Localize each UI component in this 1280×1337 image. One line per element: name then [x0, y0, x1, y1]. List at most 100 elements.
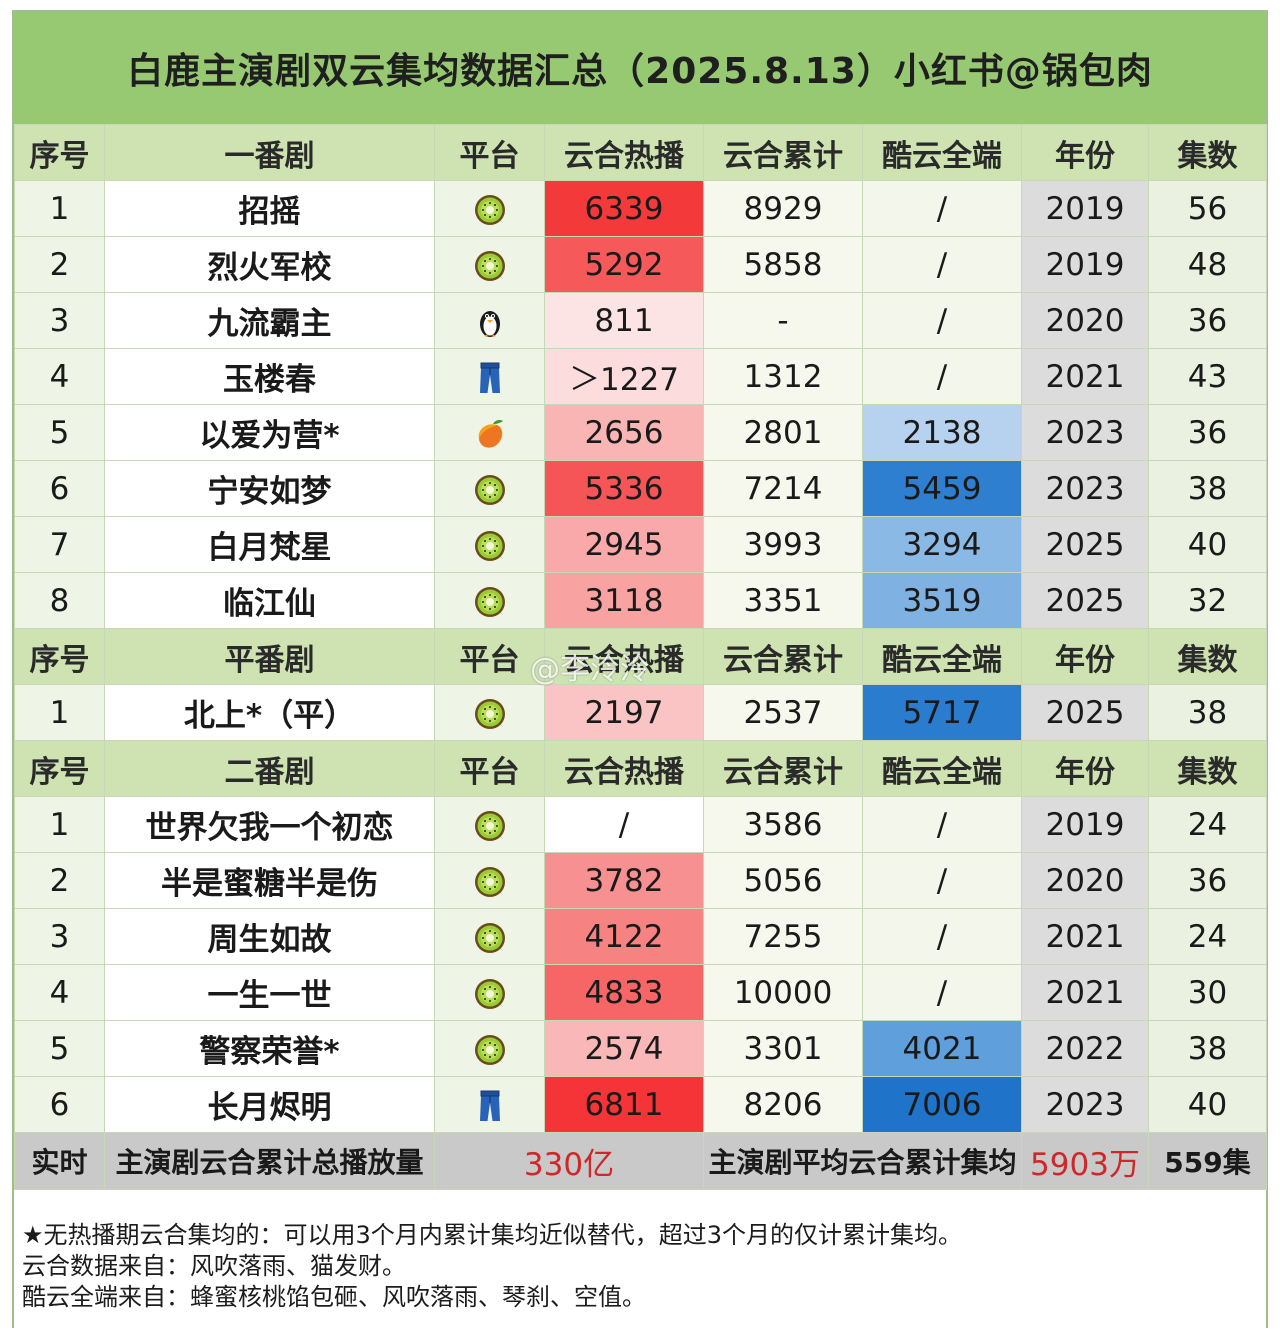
kiwi-icon: [473, 921, 507, 955]
drama-title: 以爱为营*: [104, 404, 435, 461]
drama-title: 周生如故: [104, 908, 435, 965]
header-yunhe-hot: 云合热播: [544, 628, 704, 685]
yunhe-hot-value: 811: [544, 292, 704, 349]
kuyun-value: /: [862, 964, 1022, 1021]
episodes-value: 48: [1148, 236, 1267, 293]
kuyun-value: /: [862, 908, 1022, 965]
yunhe-cumulative-value: 8206: [703, 1076, 863, 1133]
table-row: 4 一生一世 4833 10000/2021 30: [14, 964, 1267, 1021]
table-row: 6 长月烬明 6811 8206 7006 2023 40: [14, 1076, 1267, 1133]
yunhe-cumulative-value: 5858: [703, 236, 863, 293]
row-index: 1: [14, 796, 105, 853]
yunhe-hot-value: 4122: [544, 908, 704, 965]
table-row: 3 周生如故 4122 7255/2021 24: [14, 908, 1267, 965]
row-index: 3: [14, 908, 105, 965]
yunhe-cumulative-value: 3586: [703, 796, 863, 853]
yunhe-hot-value: 2574: [544, 1020, 704, 1077]
yunhe-cumulative-value: 3351: [703, 572, 863, 629]
yunhe-hot-value: 2197: [544, 684, 704, 741]
row-index: 2: [14, 236, 105, 293]
total-avg-label: 主演剧平均云合累计集均: [703, 1132, 1022, 1190]
total-label: 实时: [14, 1132, 105, 1190]
table-row: 6 宁安如梦 5336 7214 5459 2023 38: [14, 460, 1267, 517]
mango-icon: [473, 417, 507, 451]
platform-cell: [434, 460, 545, 517]
drama-title: 九流霸主: [104, 292, 435, 349]
header-kuyun: 酷云全端: [862, 740, 1022, 797]
kiwi-icon: [473, 249, 507, 283]
episodes-value: 30: [1148, 964, 1267, 1021]
header-episodes: 集数: [1148, 124, 1267, 181]
yunhe-hot-value: ＞1227: [544, 348, 704, 405]
year-value: 2019: [1021, 236, 1149, 293]
drama-title: 半是蜜糖半是伤: [104, 852, 435, 909]
yunhe-hot-value: /: [544, 796, 704, 853]
year-value: 2023: [1021, 460, 1149, 517]
header-platform: 平台: [434, 740, 545, 797]
header-platform: 平台: [434, 628, 545, 685]
row-index: 2: [14, 852, 105, 909]
episodes-value: 56: [1148, 180, 1267, 237]
row-index: 5: [14, 404, 105, 461]
table-row: 1 世界欠我一个初恋/3586/2019 24: [14, 796, 1267, 853]
row-index: 8: [14, 572, 105, 629]
section-header-row: 序号 一番剧 平台 云合热播 云合累计 酷云全端 年份 集数: [14, 124, 1267, 181]
episodes-value: 38: [1148, 1020, 1267, 1077]
row-index: 5: [14, 1020, 105, 1077]
yunhe-hot-value: 4833: [544, 964, 704, 1021]
yunhe-hot-value: 5292: [544, 236, 704, 293]
year-value: 2021: [1021, 908, 1149, 965]
kiwi-icon: [473, 1033, 507, 1067]
kuyun-value: 4021: [862, 1020, 1022, 1077]
year-value: 2025: [1021, 684, 1149, 741]
note-line: ★无热播期云合集均的：可以用3个月内累计集均近似替代，超过3个月的仅计累计集均。: [22, 1221, 963, 1249]
data-table: 序号 一番剧 平台 云合热播 云合累计 酷云全端 年份 集数 1 招摇 6339 8929/2019 5…: [14, 124, 1267, 1190]
table-row: 1 招摇 6339 8929/2019 56: [14, 180, 1267, 237]
drama-title: 北上*（平）: [104, 684, 435, 741]
episodes-value: 38: [1148, 684, 1267, 741]
header-title: 一番剧: [104, 124, 435, 181]
header-episodes: 集数: [1148, 628, 1267, 685]
year-value: 2025: [1021, 516, 1149, 573]
yunhe-cumulative-value: 8929: [703, 180, 863, 237]
yunhe-cumulative-value: 1312: [703, 348, 863, 405]
note-line: 酷云全端来自：蜂蜜核桃馅包砸、风吹落雨、琴刹、空值。: [22, 1283, 646, 1311]
platform-cell: [434, 292, 545, 349]
total-sum-label: 主演剧云合累计总播放量: [104, 1132, 435, 1190]
platform-cell: [434, 908, 545, 965]
year-value: 2020: [1021, 852, 1149, 909]
section-header-row: 序号 平番剧 平台 云合热播 云合累计 酷云全端 年份 集数: [14, 628, 1267, 685]
kuyun-value: 5717: [862, 684, 1022, 741]
yunhe-cumulative-value: 2801: [703, 404, 863, 461]
kuyun-value: /: [862, 292, 1022, 349]
episodes-value: 43: [1148, 348, 1267, 405]
jeans-icon: [473, 361, 507, 395]
kuyun-value: 3294: [862, 516, 1022, 573]
table-row: 2 半是蜜糖半是伤 3782 5056/2020 36: [14, 852, 1267, 909]
yunhe-hot-value: 5336: [544, 460, 704, 517]
row-index: 4: [14, 964, 105, 1021]
kuyun-value: /: [862, 796, 1022, 853]
platform-cell: [434, 796, 545, 853]
header-yunhe-cumulative: 云合累计: [703, 124, 863, 181]
total-sum-value: 330亿: [434, 1132, 704, 1190]
row-index: 7: [14, 516, 105, 573]
yunhe-cumulative-value: 3301: [703, 1020, 863, 1077]
kiwi-icon: [473, 697, 507, 731]
table-row: 1 北上*（平） 2197 2537 5717 2025 38: [14, 684, 1267, 741]
jeans-icon: [473, 1089, 507, 1123]
table-row: 2 烈火军校 5292 5858/2019 48: [14, 236, 1267, 293]
drama-title: 一生一世: [104, 964, 435, 1021]
drama-title: 警察荣誉*: [104, 1020, 435, 1077]
episodes-value: 24: [1148, 908, 1267, 965]
platform-cell: [434, 572, 545, 629]
header-index: 序号: [14, 628, 105, 685]
episodes-value: 32: [1148, 572, 1267, 629]
table-row: 5 警察荣誉* 2574 3301 4021 2022 38: [14, 1020, 1267, 1077]
table-row: 7 白月梵星 2945 3993 3294 2025 40: [14, 516, 1267, 573]
drama-title: 招摇: [104, 180, 435, 237]
drama-title: 烈火军校: [104, 236, 435, 293]
row-index: 1: [14, 684, 105, 741]
episodes-value: 36: [1148, 404, 1267, 461]
platform-cell: [434, 684, 545, 741]
